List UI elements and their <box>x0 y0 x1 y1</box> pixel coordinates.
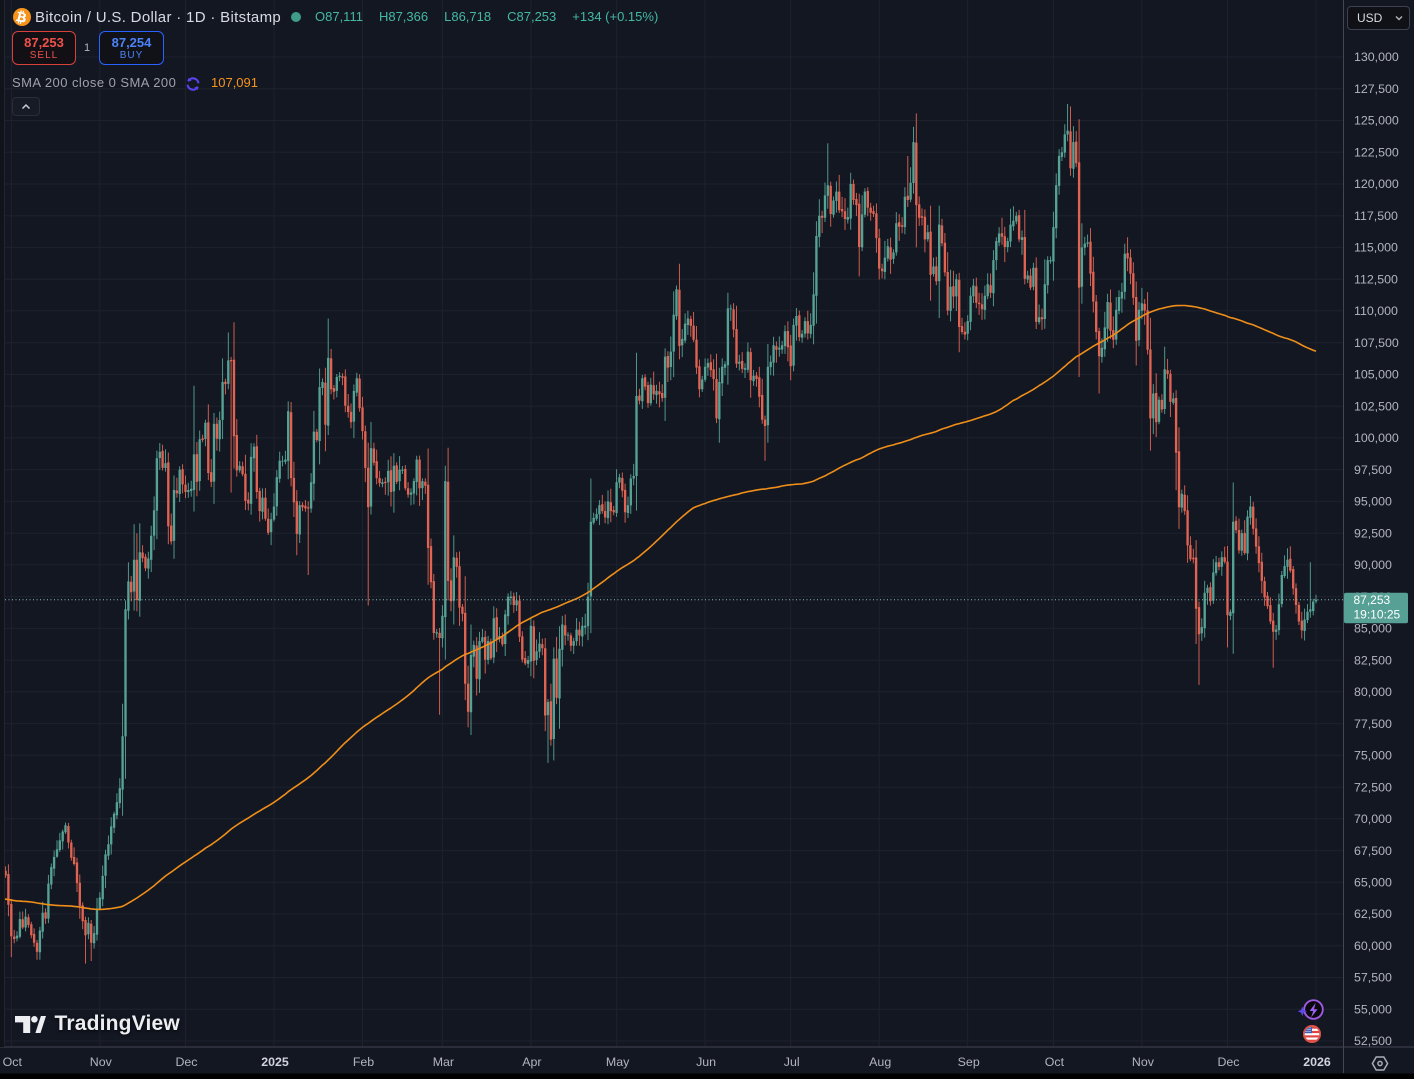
svg-text:92,500: 92,500 <box>1354 526 1392 540</box>
svg-text:110,000: 110,000 <box>1354 304 1398 318</box>
svg-text:97,500: 97,500 <box>1354 463 1392 477</box>
svg-text:57,500: 57,500 <box>1354 971 1392 985</box>
svg-text:Nov: Nov <box>90 1055 113 1069</box>
svg-text:80,000: 80,000 <box>1354 685 1392 699</box>
svg-text:Oct: Oct <box>3 1055 23 1069</box>
svg-text:107,500: 107,500 <box>1354 336 1399 350</box>
svg-text:105,000: 105,000 <box>1354 368 1399 382</box>
svg-text:60,000: 60,000 <box>1354 939 1392 953</box>
svg-text:120,000: 120,000 <box>1354 177 1399 191</box>
svg-text:82,500: 82,500 <box>1354 653 1392 667</box>
svg-text:85,000: 85,000 <box>1354 622 1392 636</box>
svg-text:125,000: 125,000 <box>1354 114 1399 128</box>
svg-text:117,500: 117,500 <box>1354 209 1398 223</box>
svg-text:112,500: 112,500 <box>1354 272 1398 286</box>
svg-text:Feb: Feb <box>353 1055 374 1069</box>
svg-text:Apr: Apr <box>522 1055 541 1069</box>
svg-text:70,000: 70,000 <box>1354 812 1392 826</box>
svg-text:100,000: 100,000 <box>1354 431 1399 445</box>
svg-text:Jul: Jul <box>784 1055 800 1069</box>
svg-text:55,000: 55,000 <box>1354 1003 1392 1017</box>
svg-text:90,000: 90,000 <box>1354 558 1392 572</box>
svg-text:Oct: Oct <box>1045 1055 1065 1069</box>
svg-text:72,500: 72,500 <box>1354 780 1392 794</box>
svg-text:Nov: Nov <box>1132 1055 1155 1069</box>
svg-text:127,500: 127,500 <box>1354 82 1399 96</box>
svg-text:2026: 2026 <box>1303 1055 1331 1069</box>
svg-text:Mar: Mar <box>433 1055 454 1069</box>
svg-text:122,500: 122,500 <box>1354 145 1399 159</box>
svg-text:May: May <box>606 1055 630 1069</box>
svg-text:62,500: 62,500 <box>1354 907 1392 921</box>
svg-text:Jun: Jun <box>696 1055 716 1069</box>
svg-text:95,000: 95,000 <box>1354 495 1392 509</box>
svg-text:2025: 2025 <box>261 1055 289 1069</box>
svg-text:65,000: 65,000 <box>1354 876 1392 890</box>
svg-text:75,000: 75,000 <box>1354 749 1392 763</box>
svg-text:67,500: 67,500 <box>1354 844 1392 858</box>
svg-text:Aug: Aug <box>869 1055 891 1069</box>
svg-text:77,500: 77,500 <box>1354 717 1392 731</box>
svg-text:87,253: 87,253 <box>1354 593 1391 607</box>
svg-text:Sep: Sep <box>958 1055 980 1069</box>
svg-text:102,500: 102,500 <box>1354 399 1399 413</box>
svg-text:Dec: Dec <box>175 1055 197 1069</box>
svg-text:52,500: 52,500 <box>1354 1034 1392 1048</box>
svg-text:Dec: Dec <box>1217 1055 1239 1069</box>
svg-text:19:10:25: 19:10:25 <box>1354 607 1401 621</box>
svg-text:130,000: 130,000 <box>1354 50 1399 64</box>
svg-text:115,000: 115,000 <box>1354 241 1398 255</box>
